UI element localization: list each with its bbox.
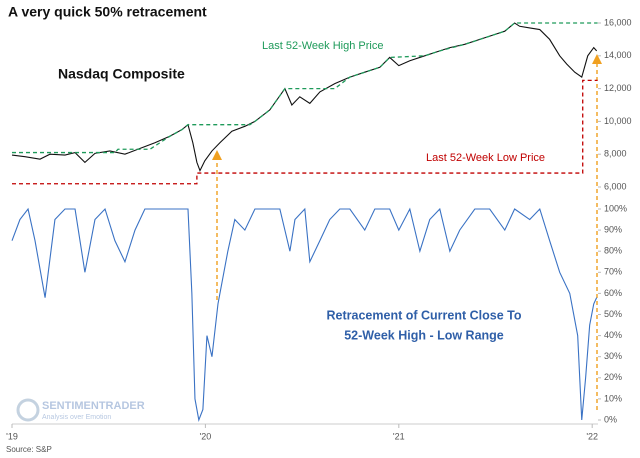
y-tick-label: 12,000 [604,83,632,93]
x-tick-label: '20 [200,431,212,441]
y-tick-label: 0% [604,414,617,424]
logo-tagline: Analysis over Emotion [42,414,111,421]
x-tick-label: '22 [586,431,598,441]
y-tick-label: 80% [604,246,622,256]
chart-title: A very quick 50% retracement [8,4,207,20]
series-line [11,22,598,172]
series-line [11,207,598,423]
y-tick-label: 6,000 [604,181,627,191]
arrows [216,62,598,410]
y-tick-label: 8,000 [604,149,627,159]
y-tick-label: 100% [604,203,627,213]
y-tick-label: 50% [604,309,622,319]
y-tick-label: 40% [604,330,622,340]
logo-icon [16,398,40,422]
y-tick-label: 60% [604,288,622,298]
subtitle: Nasdaq Composite [58,66,185,82]
arrow-head [592,54,602,64]
annotation: Retracement of Current Close To [327,308,522,322]
series-line [12,79,598,185]
annotation: Last 52-Week High Price [262,40,383,52]
logo-text: SENTIMENTRADER [42,400,145,412]
logo: SENTIMENTRADER Analysis over Emotion [16,398,145,422]
x-tick-label: '19 [6,431,18,441]
y-tick-label: 16,000 [604,17,632,27]
annotation: Last 52-Week Low Price [426,152,545,164]
x-tick-label: '21 [393,431,405,441]
y-tick-label: 90% [604,224,622,234]
y-tick-label: 70% [604,267,622,277]
y-tick-label: 20% [604,372,622,382]
annotation: 52-Week High - Low Range [344,328,504,342]
series-line [12,22,598,154]
source: Source: S&P [6,445,52,454]
arrow-head [212,150,222,160]
y-tick-label: 14,000 [604,50,632,60]
y-tick-label: 10% [604,393,622,403]
y-tick-label: 30% [604,351,622,361]
y-tick-label: 10,000 [604,116,632,126]
